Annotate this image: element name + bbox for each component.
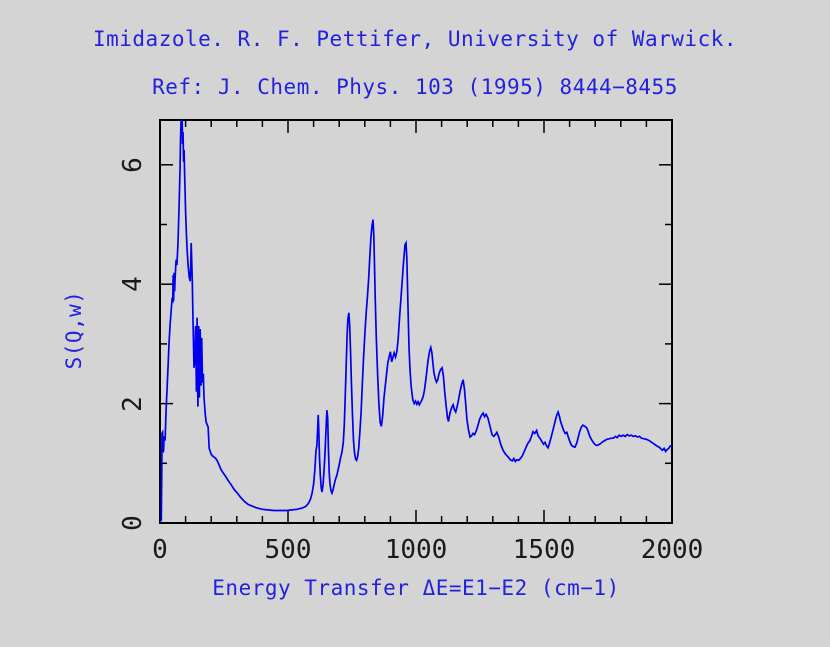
x-tick-label: 1000 xyxy=(384,535,448,565)
x-tick-label: 500 xyxy=(264,535,312,565)
x-tick-label: 1500 xyxy=(512,535,576,565)
y-tick-label: 2 xyxy=(118,395,148,412)
spectrum-curve xyxy=(160,120,672,523)
x-tick-label: 0 xyxy=(152,535,168,565)
plot-title: Imidazole. R. F. Pettifer, University of… xyxy=(92,27,737,51)
axes-box xyxy=(159,119,673,524)
x-axis-title: Energy Transfer ΔE=E1−E2 (cm−1) xyxy=(212,576,620,600)
y-axis-title: S(Q,w) xyxy=(62,290,86,370)
x-tick-label: 2000 xyxy=(640,535,704,565)
plot-reference-subtitle: Ref: J. Chem. Phys. 103 (1995) 8444−8455 xyxy=(152,75,678,99)
y-tick-label: 4 xyxy=(118,276,148,292)
y-tick-label: 0 xyxy=(118,515,148,531)
y-tick-label: 6 xyxy=(118,156,148,173)
